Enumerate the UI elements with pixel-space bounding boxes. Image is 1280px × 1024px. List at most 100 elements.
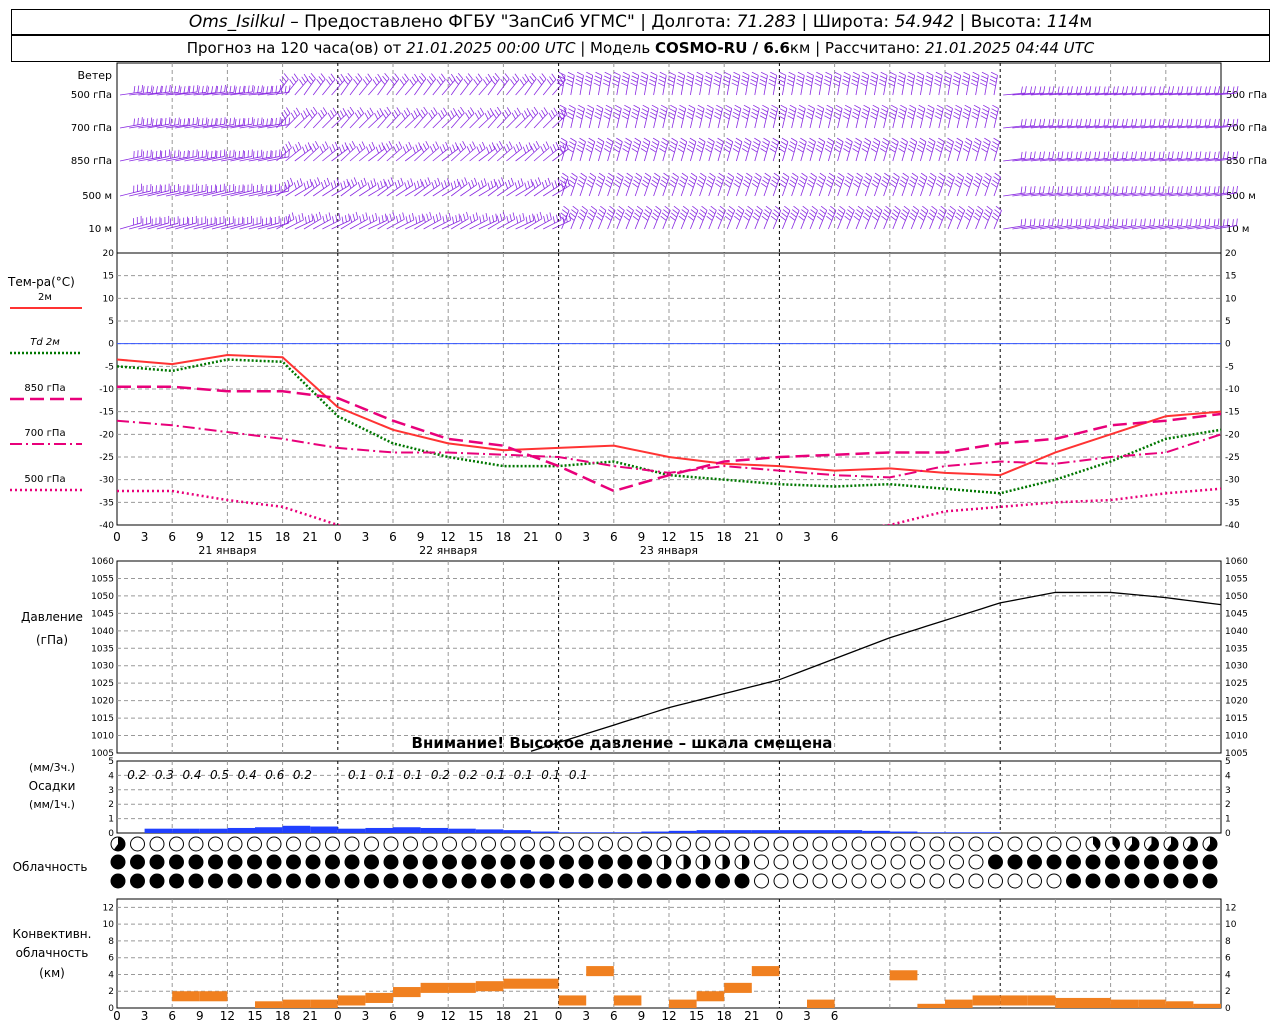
conv-bar [199, 991, 228, 1002]
wind-barb-feather [441, 182, 444, 190]
wind-barb-feather [844, 144, 851, 150]
wind-barb-feather [594, 148, 602, 153]
wind-barb-feather [519, 214, 522, 222]
wind-barb [533, 184, 551, 197]
wind-barb-feather [871, 183, 878, 188]
temp-time-label: 3 [582, 530, 590, 544]
wind-barb-feather [1149, 186, 1152, 194]
wind-barb-feather [587, 141, 594, 146]
temp-time-label: 21 [744, 530, 759, 544]
wind-barb-feather [825, 71, 833, 76]
wind-barb-feather [632, 144, 639, 150]
wind-barb-feather [292, 146, 296, 154]
wind-barb [331, 148, 348, 162]
wind-barb-feather [847, 172, 854, 178]
wind-barb-feather [279, 117, 281, 125]
conv-title-2: облачность [16, 946, 89, 960]
wind-barb-feather [1039, 119, 1042, 127]
wind-barb-feather [568, 108, 575, 113]
wind-barb-feather [368, 144, 373, 151]
wind-barb-feather [586, 71, 593, 76]
cloud-symbol [1066, 854, 1081, 870]
wind-barb-feather [725, 104, 732, 109]
wind-barb-feather [408, 214, 412, 222]
wind-barb-feather [535, 140, 540, 148]
wind-barb-feather [586, 108, 594, 113]
wind-barb-feather [492, 215, 495, 223]
wind-barb [929, 176, 937, 197]
wind-barb-feather [762, 212, 770, 218]
wind-barb-feather [1029, 86, 1033, 94]
wind-barb-feather [865, 209, 872, 215]
cloud-symbol [325, 873, 340, 889]
wind-barb-feather [377, 73, 382, 81]
conv-panel-ytick-right: 8 [1225, 937, 1231, 947]
wind-barb-feather [981, 183, 989, 188]
precip-3h-label: 0.1 [569, 768, 588, 782]
wind-barb-feather [1042, 218, 1045, 226]
pressure-panel-ytick-right: 1040 [1225, 627, 1248, 637]
wind-barb-feather [481, 141, 486, 149]
wind-barb-feather [1162, 185, 1165, 193]
wind-barb-feather [205, 85, 208, 93]
wind-barb-feather [945, 144, 952, 150]
header-line-1: Oms_Isilkul – Предоставлено ФГБУ "ЗапСиб… [11, 9, 1270, 35]
wind-barb-feather [773, 172, 780, 178]
cloud-symbol [910, 873, 925, 889]
wind-barb [644, 176, 652, 197]
wind-barb-feather [752, 108, 759, 113]
wind-barb-feather [215, 85, 218, 93]
wind-barb-feather [496, 106, 502, 114]
wind-barb-feather [943, 82, 950, 87]
wind-barb-feather [562, 216, 565, 224]
wind-barb-feather [881, 179, 888, 185]
wind-barb-feather [927, 215, 934, 221]
wind-barb-feather [652, 176, 660, 181]
cloud-symbol [988, 873, 1003, 889]
wind-barb-feather [293, 110, 298, 117]
wind-barb-feather [604, 144, 612, 150]
wind-barb [662, 176, 670, 197]
wind-barb-feather [624, 212, 632, 218]
wind-barb-feather [641, 71, 649, 76]
wind-barb-feather [642, 215, 649, 221]
wind-barb-feather [522, 76, 527, 83]
wind-barb-feather [1070, 86, 1073, 94]
precip-bar [724, 830, 752, 833]
wind-barb-feather [1162, 151, 1165, 159]
wind-barb-feather [443, 107, 448, 115]
wind-barb-feather [852, 75, 860, 80]
wind-barb-feather [423, 106, 428, 114]
wind-barb-feather [623, 183, 630, 188]
wind-barb-feather [289, 79, 294, 86]
temp-panel-ytick-right: -35 [1225, 498, 1240, 508]
wind-barb-feather [649, 148, 657, 153]
wind-barb-feather [579, 137, 586, 143]
wind-barb-feather [670, 179, 677, 185]
wind-barb-feather [646, 205, 653, 211]
wind-barb-feather [989, 79, 997, 83]
wind-barb-feather [1089, 86, 1092, 94]
cloud-symbol [208, 873, 223, 889]
wind-barb-feather [625, 137, 632, 143]
wind-barb-feather [1103, 151, 1106, 159]
wind-barb-feather [1153, 151, 1156, 159]
wind-barb-feather [751, 75, 758, 80]
cloud-symbol [188, 873, 204, 889]
wind-barb-feather [238, 118, 241, 126]
wind-barb-feather [925, 75, 933, 80]
wind-barb-feather [856, 172, 863, 178]
cloud-symbol [968, 873, 984, 889]
cloud-symbol-fill [1112, 837, 1120, 850]
wind-barb-feather [1116, 185, 1119, 193]
temp-time-label: 15 [247, 530, 262, 544]
wind-barb-feather [359, 107, 364, 114]
wind-barb-feather [824, 115, 831, 120]
wind-barb-feather [551, 110, 556, 117]
cloud-symbol [442, 854, 457, 870]
wind-barb-feather [440, 73, 446, 80]
wind-barb-feather [174, 85, 177, 93]
temp-legend-label: 850 гПа [24, 383, 65, 394]
wind-barb-feather [207, 151, 209, 159]
cloud-symbol [461, 854, 477, 870]
